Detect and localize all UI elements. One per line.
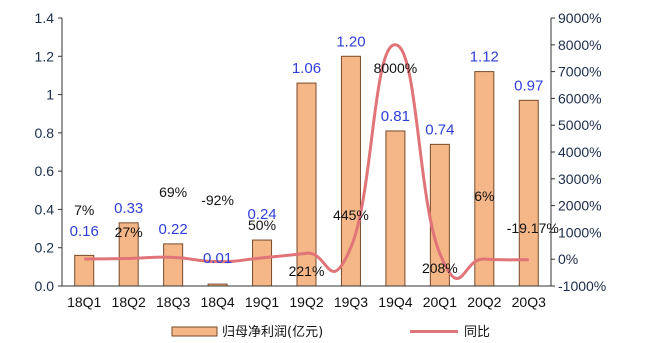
line-value-label: 8000% [374,60,418,76]
category-label: 18Q4 [200,294,234,310]
bar [252,239,273,287]
category-label: 20Q1 [423,294,457,310]
left-tick-label: 0.0 [35,278,55,294]
category-label: 19Q1 [245,294,279,310]
left-tick-label: 0.8 [35,125,55,141]
bar-value-label: 1.20 [336,33,365,50]
bar-value-label: 1.12 [470,49,499,66]
left-tick-label: 0.4 [35,201,55,217]
left-tick-label: 1.2 [35,48,55,64]
line-value-label: 208% [422,260,458,276]
category-label: 19Q2 [289,294,323,310]
category-label: 18Q1 [67,294,101,310]
line-value-label: 445% [333,207,369,223]
category-label: 20Q3 [512,294,546,310]
line-series [84,43,529,280]
right-tick-label: 4000% [558,144,602,160]
bar-value-label: 0.22 [159,221,188,238]
bar [340,55,361,287]
bar-value-label: 0.81 [381,108,410,125]
line-path [84,43,529,280]
right-tick-label: 6000% [558,90,602,106]
right-axis-ticks: -1000% 0% 1000% 2000% 3000% 4000% 5000% 6000% 70… [551,10,606,294]
left-axis-ticks: 0.0 0.2 0.4 0.6 0.8 1 1.2 1.4 [35,10,62,294]
line-value-label: 69% [159,184,187,200]
legend-bar-label: 归母净利润(亿元) [222,325,323,340]
bar-value-label: 0.01 [203,250,232,267]
line-value-label: -19.17% [507,220,559,236]
bar-series [74,55,539,287]
left-tick-label: 0.2 [35,240,55,256]
category-label: 19Q3 [334,294,368,310]
line-value-labels: 7% 27% 69% -92% 50% 221% 445% 8000% 208% 6% -19.17… [74,60,559,279]
bar-value-labels: 0.16 0.33 0.22 0.01 0.24 1.06 1.20 0.81 0.74 1.12… [70,33,544,267]
left-tick-label: 0.6 [35,163,55,179]
right-tick-label: 2000% [558,198,602,214]
right-tick-label: 8000% [558,37,602,53]
line-value-label: 27% [115,224,143,240]
legend-line-label: 同比 [464,325,490,340]
line-value-label: -92% [201,192,234,208]
bar-value-label: 0.74 [425,121,454,138]
line-value-label: 7% [74,202,94,218]
category-label: 19Q4 [378,294,412,310]
legend: 归母净利润(亿元) 同比 [171,325,490,340]
bar [385,130,406,287]
right-tick-label: 1000% [558,224,602,240]
left-tick-label: 1 [46,87,54,103]
right-tick-label: 7000% [558,64,602,80]
bar-value-label: 0.16 [70,223,99,240]
right-tick-label: 0% [558,251,578,267]
bar [474,71,495,287]
category-labels: 18Q1 18Q2 18Q3 18Q4 19Q1 19Q2 19Q3 19Q4 20Q1 20Q2… [67,294,546,310]
bar-value-label: 0.97 [514,77,543,94]
legend-bar-swatch [171,326,218,337]
bar [163,243,184,287]
right-tick-label: 5000% [558,117,602,133]
left-tick-label: 1.4 [35,10,55,26]
line-value-label: 50% [248,217,276,233]
bar-value-label: 1.06 [292,60,321,77]
bar [518,99,539,287]
line-value-label: 221% [289,263,325,279]
bar-value-label: 0.33 [114,200,143,217]
right-tick-label: 3000% [558,171,602,187]
line-value-label: 6% [474,188,494,204]
category-label: 20Q2 [467,294,501,310]
right-tick-label: -1000% [558,278,606,294]
category-label: 18Q3 [156,294,190,310]
category-label: 18Q2 [112,294,146,310]
right-tick-label: 9000% [558,10,602,26]
bar-value-label: 0.24 [247,206,276,223]
